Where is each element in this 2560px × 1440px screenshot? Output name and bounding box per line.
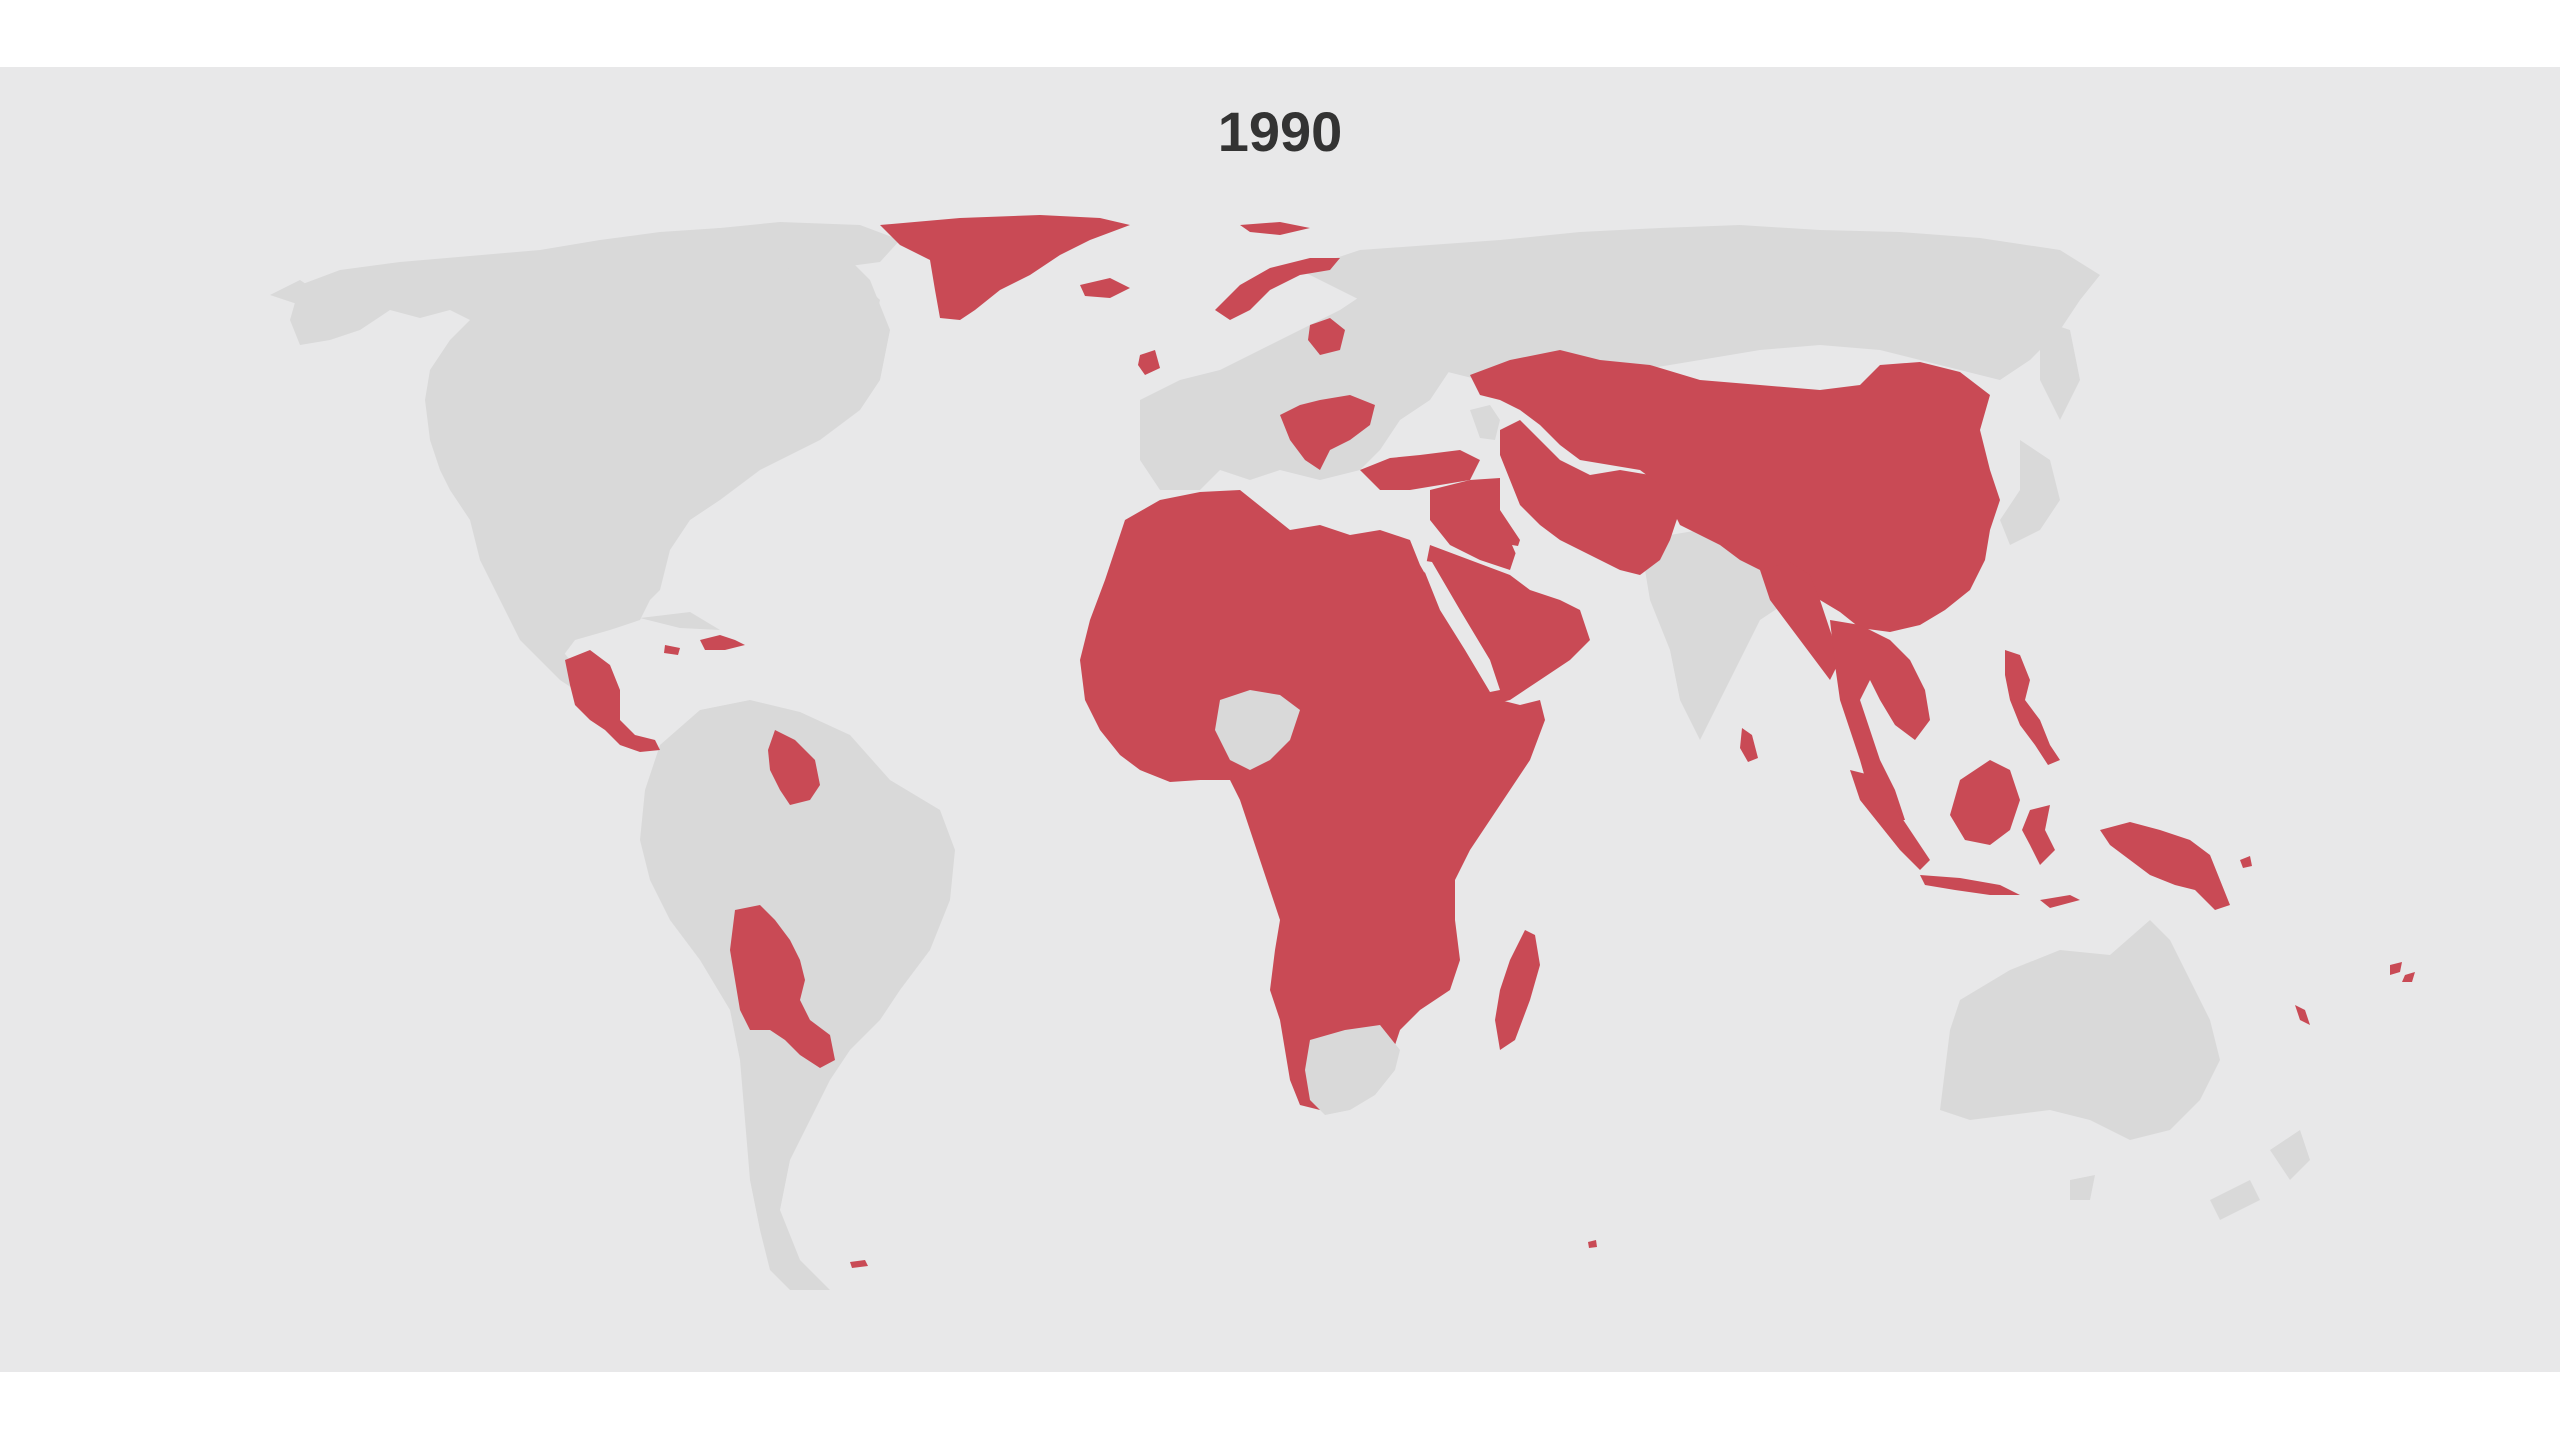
middle-east: [1430, 478, 1520, 570]
cutouts: [1215, 405, 1560, 1115]
ireland: [1138, 350, 1160, 375]
indonesia-borneo: [1950, 760, 2020, 845]
india: [1640, 530, 1800, 740]
indonesia-java: [1920, 875, 2020, 895]
turkey: [1360, 450, 1480, 490]
red-sea: [1420, 560, 1500, 692]
scandinavia-north: [1215, 258, 1340, 320]
south-africa: [1305, 1025, 1400, 1115]
mexico: [480, 560, 590, 690]
arctic-islands: [620, 222, 900, 270]
tasmania: [2070, 1175, 2095, 1200]
iran-afghanistan-pakistan: [1500, 420, 1680, 575]
sri-lanka: [1740, 728, 1758, 762]
central-america: [565, 650, 660, 752]
indonesia-sumatra: [1850, 770, 1930, 870]
nigeria: [1215, 690, 1300, 770]
russia: [1300, 225, 2100, 385]
cuba: [640, 612, 720, 630]
greenland: [880, 215, 1130, 320]
new-zealand: [2210, 1130, 2310, 1220]
new-guinea: [2100, 822, 2230, 910]
central-asia-china-mongolia: [1470, 350, 2000, 632]
alaska: [270, 280, 330, 305]
guyana: [768, 730, 820, 805]
baffin-island: [780, 262, 880, 340]
kamchatka: [2040, 320, 2080, 420]
map-title: 1990: [1217, 100, 1343, 163]
australia: [1940, 920, 2220, 1140]
iceland: [1080, 278, 1130, 298]
madagascar: [1495, 930, 1540, 1050]
africa: [1080, 490, 1545, 1110]
svalbard: [1240, 222, 1310, 235]
philippines: [2005, 650, 2060, 765]
falklands: [850, 1260, 868, 1268]
caribbean: [664, 635, 745, 655]
baltic-belarus: [1308, 318, 1345, 355]
indonesia-sundas: [2040, 895, 2080, 908]
indian-ocean-island: [1588, 1240, 1597, 1248]
bolivia-paraguay: [730, 905, 835, 1068]
southeast-asia: [1830, 620, 1930, 820]
north-america: [290, 228, 890, 660]
balkans: [1280, 395, 1375, 470]
caspian-region: [1470, 405, 1500, 440]
highlight-layer: [565, 215, 2415, 1268]
europe: [1140, 290, 1450, 490]
pacific-islands: [2240, 856, 2415, 1025]
japan: [2000, 440, 2060, 545]
persian-gulf: [1512, 545, 1560, 592]
indonesia-sulawesi: [2022, 805, 2055, 865]
bangladesh-myanmar: [1760, 562, 1840, 680]
